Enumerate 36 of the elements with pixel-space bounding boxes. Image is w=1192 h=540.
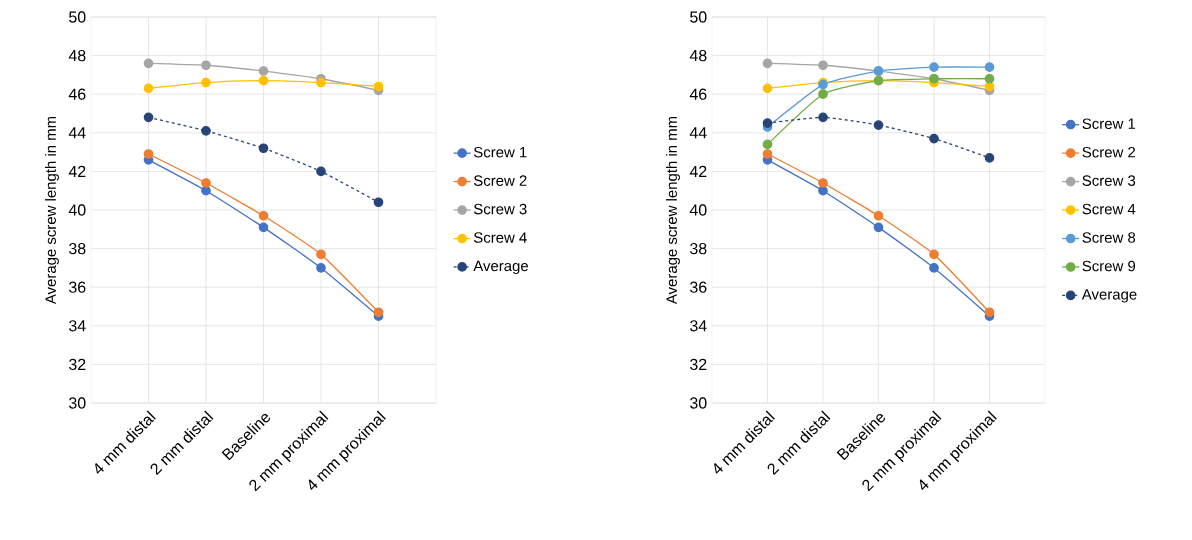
y-tick-label: 44 [68, 127, 86, 139]
y-tick-label: 48 [68, 49, 86, 62]
y-tick-label: 36 [690, 281, 707, 293]
y-axis-title: Average screw length in mm [666, 116, 680, 305]
y-tick-label: 34 [69, 320, 86, 332]
y-tick-label: 46 [689, 88, 707, 100]
y-tick-label: 50 [69, 11, 86, 23]
y-tick-label: 36 [69, 281, 86, 293]
legend-label: Screw 2 [473, 175, 527, 186]
legend-label: Screw 9 [1082, 260, 1136, 272]
legend-label: Screw 4 [1082, 203, 1136, 215]
y-tick-label: 40 [68, 204, 86, 216]
y-tick-label: 40 [689, 204, 707, 216]
legend-label: Screw 1 [1082, 118, 1136, 129]
y-tick-label: 46 [68, 88, 86, 100]
legend-label: Screw 8 [1082, 232, 1136, 243]
legend-label: Screw 3 [1082, 175, 1136, 186]
legend-label: Screw 1 [473, 146, 527, 158]
legend-label: Average [1081, 289, 1137, 303]
y-tick-label: 44 [689, 127, 707, 139]
y-tick-label: 34 [690, 320, 707, 332]
legend-label: Screw 2 [1082, 146, 1136, 158]
y-tick-label: 30 [690, 397, 707, 409]
y-tick-label: 42 [689, 165, 707, 177]
y-tick-label: 42 [68, 165, 86, 177]
y-tick-label: 32 [69, 358, 86, 371]
legend-label: Average [473, 260, 528, 275]
y-axis-title: Average screw length in mm [44, 116, 59, 305]
y-tick-label: 38 [690, 242, 707, 255]
legend-label: Screw 3 [473, 203, 527, 215]
y-tick-label: 30 [69, 397, 86, 409]
y-tick-label: 38 [69, 242, 86, 255]
y-tick-label: 48 [689, 49, 707, 62]
y-tick-label: 32 [690, 358, 707, 371]
legend-label: Screw 4 [473, 232, 527, 243]
y-tick-label: 50 [690, 11, 707, 23]
